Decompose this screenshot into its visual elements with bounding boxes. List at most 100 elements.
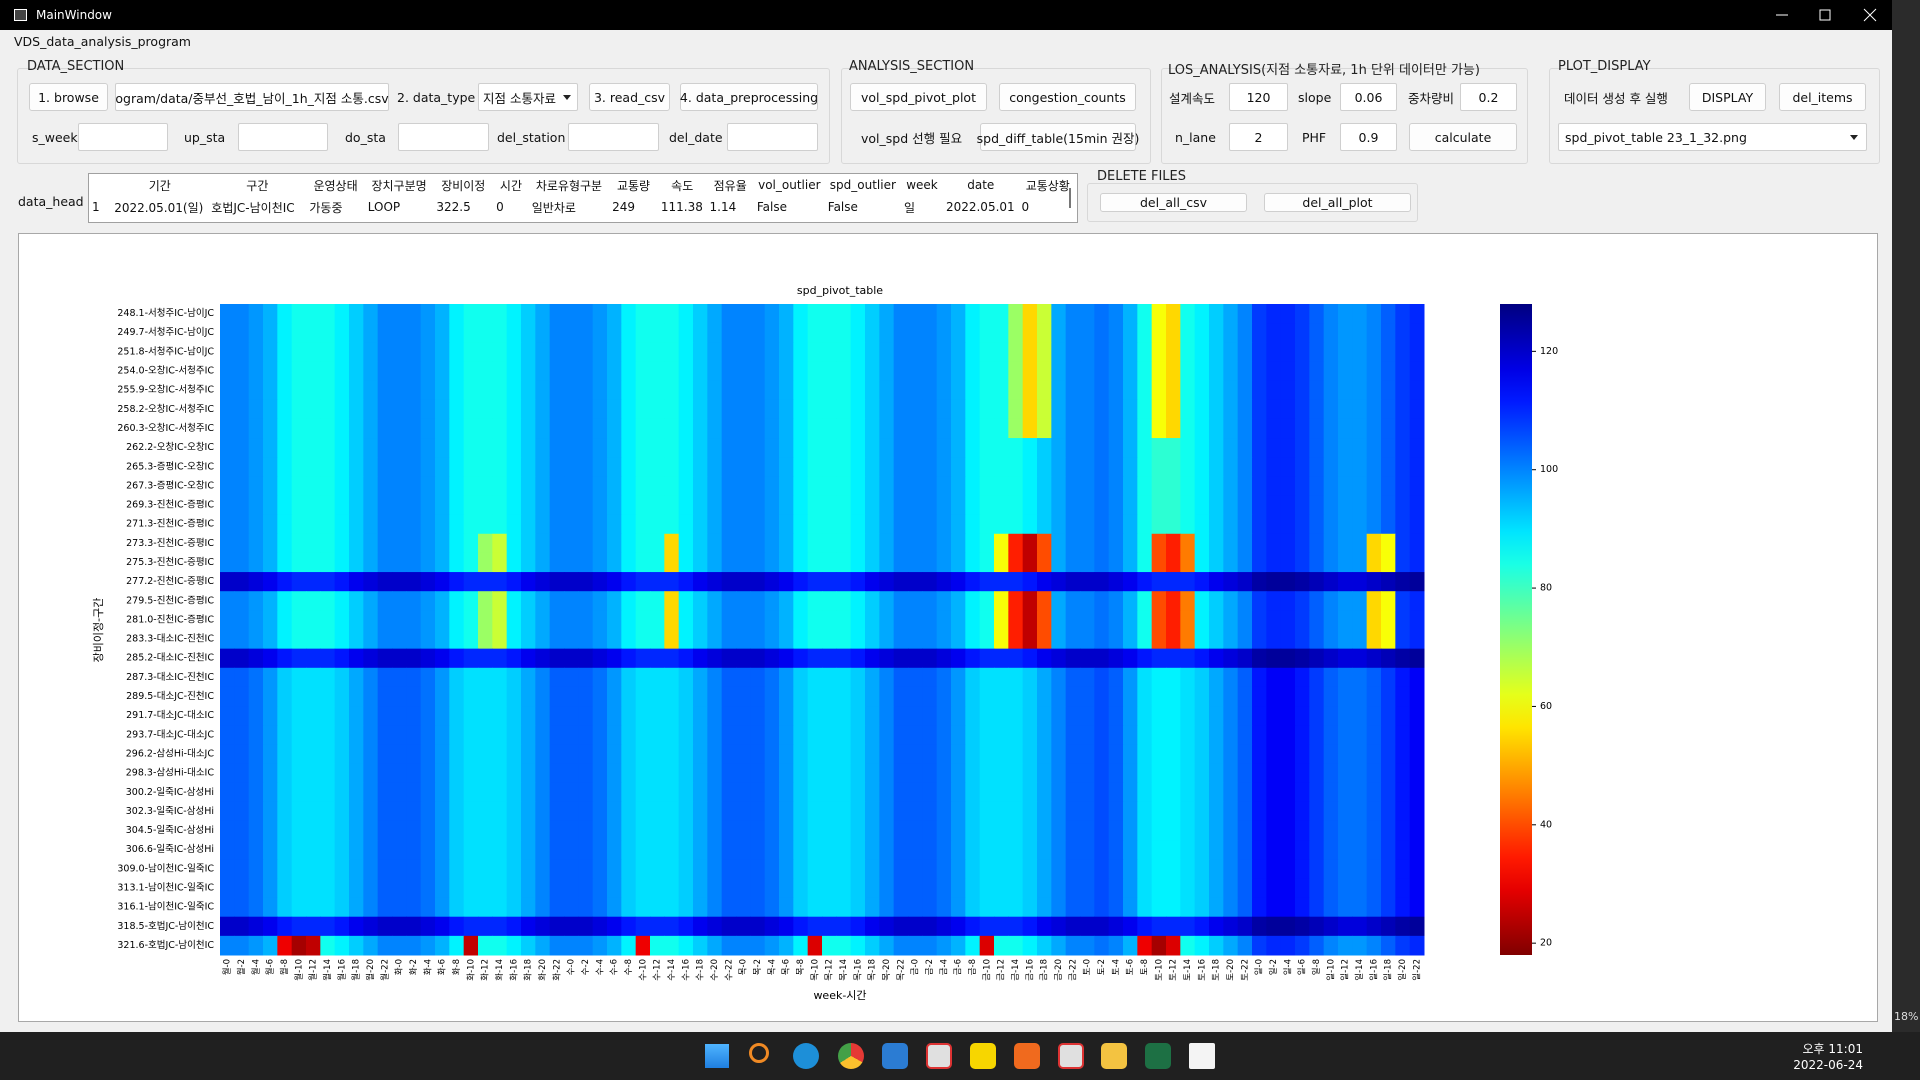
text-input[interactable]: 120 [1229,83,1288,111]
window-controls[interactable] [1772,8,1882,22]
heatmap-cell [334,476,350,496]
heatmap-cell [1123,610,1138,630]
heatmap-cell [377,859,393,879]
heatmap-cell [506,782,522,803]
button[interactable]: DISPLAY [1689,83,1766,111]
heatmap-cell [363,380,379,401]
heatmap-cell [1223,457,1239,477]
heatmap-cell [1108,840,1124,860]
heatmap-cell [1266,304,1282,324]
heatmap-cell [607,820,622,841]
heatmap-cell [678,648,694,669]
app-icon[interactable] [1014,1043,1040,1069]
button[interactable]: del_all_plot [1264,193,1411,212]
heatmap-cell [1108,610,1124,630]
heatmap-cell [478,935,493,956]
heatmap-cell [879,725,895,745]
heatmap-cell [1123,706,1138,726]
heatmap-cell [234,610,250,630]
heatmap-cell [1280,763,1296,784]
heatmap-cell [1194,533,1210,554]
heatmap-cell [621,820,637,841]
app-icon[interactable] [926,1043,952,1069]
x-tick-label: 화-8 [452,959,462,975]
heatmap-cell [564,399,579,420]
text-input[interactable]: 0.06 [1340,83,1397,111]
heatmap-cell [1266,859,1282,879]
heatmap-cell [306,495,321,516]
excel-icon[interactable] [1145,1043,1171,1069]
search-icon[interactable] [749,1043,769,1063]
heatmap-cell [635,323,651,343]
heatmap-cell [994,418,1009,439]
text-input[interactable] [727,123,818,151]
combo-box[interactable]: spd_pivot_table 23_1_32.png [1558,123,1867,151]
heatmap-cell [320,610,336,630]
file-path[interactable]: ogram/data/중부선_호법_남이_1h_지점 소통.csv [115,83,389,111]
heatmap-cell [1352,686,1368,707]
edge-icon[interactable] [793,1043,819,1069]
heatmap-cell [263,648,278,669]
start-button[interactable] [705,1044,729,1068]
heatmap-cell [1123,820,1138,841]
heatmap-cell [1022,495,1038,516]
heatmap-cell [592,686,608,707]
heatmap-cell [865,418,880,439]
text-input[interactable] [568,123,659,151]
heatmap-cell [406,935,422,956]
kakao-icon[interactable] [970,1043,996,1069]
heatmap-cell [1366,763,1382,784]
heatmap-cell [1280,610,1296,630]
header-cell: 기간 [148,178,171,193]
app-icon[interactable] [1058,1043,1084,1069]
maximize[interactable] [1819,9,1831,21]
button[interactable]: 4. data_preprocessing [680,83,818,111]
heatmap-cell [334,706,350,726]
heatmap-cell [951,304,966,324]
x-tick-label: 목-4 [767,959,777,975]
explorer-icon[interactable] [1101,1043,1127,1069]
button[interactable]: spd_diff_table(15min 권장) [977,123,1139,151]
heatmap-cell [1166,304,1181,324]
text-input[interactable]: 0.2 [1460,83,1517,111]
heatmap-cell [506,706,522,726]
button[interactable]: del_items [1779,83,1866,111]
heatmap-cell [893,304,909,324]
button[interactable]: vol_spd_pivot_plot [850,83,987,111]
text-input[interactable]: 0.9 [1340,123,1397,151]
heatmap-cell [478,878,493,899]
close[interactable] [1863,8,1877,22]
button[interactable]: 1. browse [29,83,108,111]
heatmap-cell [879,840,895,860]
heatmap-cell [1094,706,1110,726]
heatmap-cell [635,801,651,822]
heatmap-cell [1338,935,1353,956]
heatmap-cell [1051,744,1067,765]
heatmap-cell [922,476,938,496]
vscode-icon[interactable] [882,1043,908,1069]
heatmap-cell [822,552,837,573]
notepad-icon[interactable] [1189,1043,1215,1069]
text-input[interactable] [78,123,168,151]
text-input[interactable]: 2 [1229,123,1288,151]
heatmap-cell [965,572,981,592]
combo-box[interactable]: 지점 소통자료 [478,83,578,111]
heatmap-cell [349,763,364,784]
heatmap-cell [435,380,450,401]
heatmap-cell [291,667,307,688]
heatmap-cell [406,878,422,899]
button[interactable]: 3. read_csv [589,83,670,111]
heatmap-cell [506,361,522,382]
chrome-icon[interactable] [838,1043,864,1069]
text-input[interactable] [398,123,489,151]
button[interactable]: del_all_csv [1100,193,1247,212]
heatmap-cell [750,610,766,630]
button[interactable]: congestion_counts [999,83,1136,111]
header-cell: vol_outlier [758,178,821,192]
button[interactable]: calculate [1409,123,1517,151]
heatmap-cell [1381,476,1396,496]
heatmap-cell [1338,399,1353,420]
text-input[interactable] [238,123,328,151]
heatmap-cell [220,476,235,496]
x-tick-label: 일-20 [1398,959,1408,981]
